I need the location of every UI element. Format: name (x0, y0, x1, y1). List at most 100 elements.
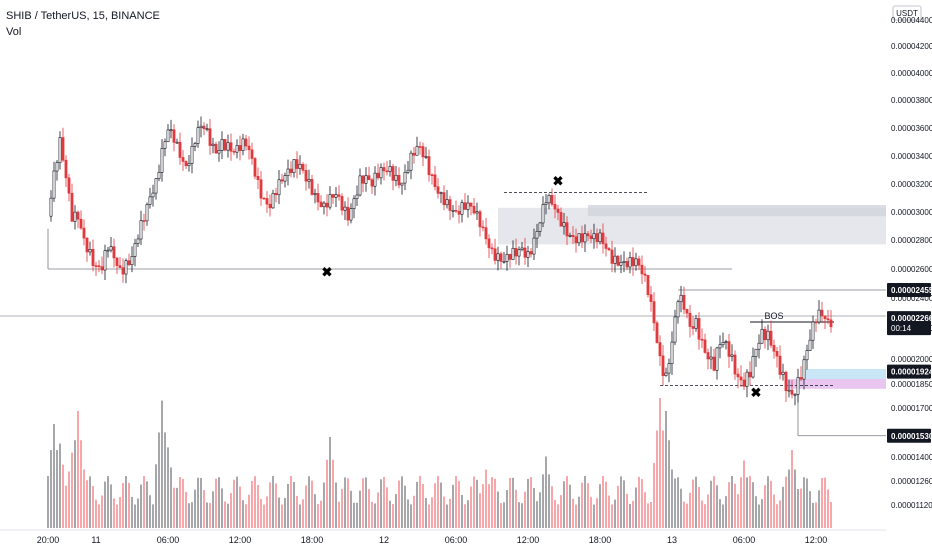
candle-body (307, 179, 311, 182)
candle-body (484, 227, 488, 240)
candle-body (208, 128, 212, 146)
volume-bar (500, 503, 502, 528)
volume-bar (587, 483, 589, 528)
symbol-title[interactable]: SHIB / TetherUS, 15, BINANCE (6, 10, 160, 22)
time-axis[interactable]: 20:00 11 06:00 12:00 18:00 12 06:00 12:00 18:00 1… (0, 529, 886, 545)
candle-body (331, 194, 335, 198)
candle-body (229, 142, 233, 152)
candle-body (406, 169, 410, 173)
volume-bar (509, 477, 511, 528)
candle-body (226, 142, 230, 151)
candle-body (556, 208, 560, 213)
volume-bar (80, 440, 82, 528)
candle-body (418, 146, 422, 148)
candle-body (154, 178, 158, 194)
candle-body (109, 246, 113, 251)
volume-bar (335, 482, 337, 528)
volume-label[interactable]: Vol (6, 26, 22, 38)
currency-button[interactable] (892, 5, 922, 21)
volume-bar (164, 432, 166, 528)
candle-body (88, 249, 92, 253)
candle-body (769, 330, 773, 346)
candle-body (169, 129, 173, 132)
y-tick-label: 0.00001260 (891, 477, 932, 486)
volume-bar (716, 485, 718, 528)
volume-bar (803, 477, 805, 528)
volume-bar (464, 504, 466, 528)
volume-bar (545, 456, 547, 528)
volume-bar (47, 476, 49, 528)
x-tick-label: 13 (667, 535, 677, 545)
candle-body (274, 192, 278, 196)
volume-bar (305, 485, 307, 528)
volume-bar (614, 499, 616, 528)
candle-body (607, 248, 611, 251)
volume-bar (113, 498, 115, 528)
candle-body (157, 172, 161, 179)
volume-bar (242, 500, 244, 528)
candle-body (622, 261, 626, 263)
volume-bar (308, 476, 310, 528)
x-tick-label: 11 (91, 535, 100, 545)
candle-body (238, 145, 242, 151)
candle-body (574, 236, 578, 244)
candle-body (187, 163, 191, 166)
bar-countdown: 00:14 (891, 324, 912, 333)
candle-body (433, 174, 437, 187)
candle-body (775, 350, 779, 357)
candle-body (829, 319, 833, 328)
volume-bar (194, 489, 196, 528)
candle-body (739, 376, 743, 381)
candle-body (613, 255, 617, 264)
candle-body (64, 159, 68, 179)
volume-bar (752, 482, 754, 528)
candle-body (361, 175, 365, 184)
volume-bar (605, 481, 607, 528)
candle-body (310, 179, 314, 195)
candle-body (691, 326, 695, 329)
candle-body (688, 312, 692, 327)
volume-bar (743, 460, 745, 528)
volume-bar (71, 452, 73, 528)
volume-bar (284, 497, 286, 528)
candle-body (334, 194, 338, 198)
volume-bar (125, 476, 127, 528)
candle-body (562, 222, 566, 227)
volume-bar (56, 450, 58, 528)
candle-body (718, 344, 722, 349)
volume-bar (395, 494, 397, 528)
candle-body (265, 198, 269, 205)
candle-body (721, 341, 725, 346)
volume-bar (359, 490, 361, 528)
volume-bar (512, 477, 514, 528)
candle-body (754, 348, 758, 357)
candle-body (478, 211, 482, 228)
volume-bar (140, 484, 142, 528)
candle-body (388, 166, 392, 172)
volume-bar (470, 486, 472, 528)
volume-bar (698, 486, 700, 528)
volume-bar (686, 503, 688, 528)
volume-bar (410, 504, 412, 528)
volume-bar (677, 477, 679, 528)
y-tick-label: 0.00002400 (891, 294, 932, 303)
volume-bar (104, 481, 106, 528)
volume-bar (350, 490, 352, 528)
candle-body (532, 237, 536, 255)
candle-body (499, 253, 503, 262)
candle-body (223, 139, 227, 151)
volume-bar (446, 504, 448, 528)
volume-bar (800, 488, 802, 528)
volume-bar (650, 501, 652, 528)
candles-layer (49, 116, 833, 406)
volume-bar (170, 467, 172, 528)
candle-body (472, 205, 476, 214)
price-label-value: 0.00001530 (891, 432, 932, 441)
candle-body (205, 128, 209, 131)
candle-body (736, 373, 740, 378)
candle-body (703, 339, 707, 353)
candle-body (118, 265, 122, 268)
